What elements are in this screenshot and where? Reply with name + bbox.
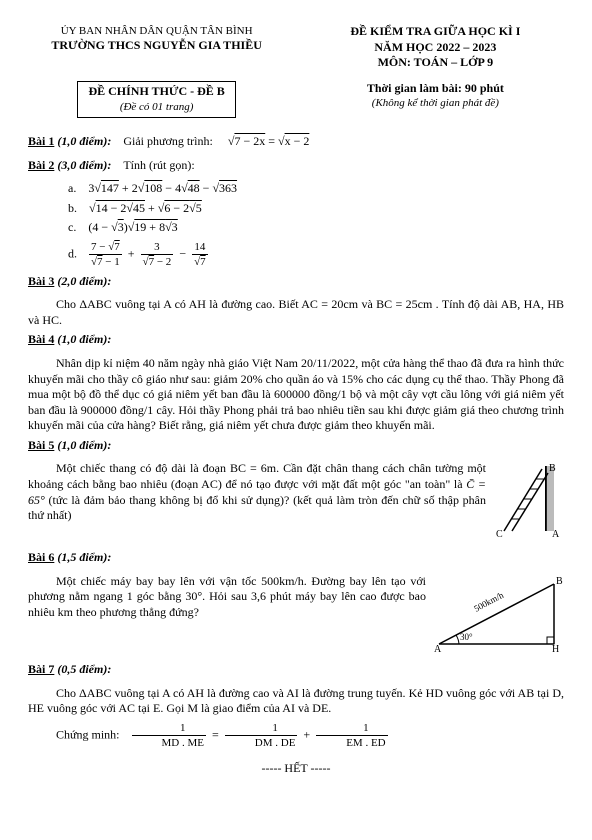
bai1-pts: (1,0 điểm):	[57, 134, 111, 148]
exam-title: ĐỀ KIỂM TRA GIỮA HỌC KÌ I	[307, 24, 564, 40]
tri-h: H	[552, 644, 559, 654]
bai2-d: d. 7 − √7√7 − 1 + 3√7 − 2 − 14√7	[68, 240, 564, 270]
header: ỦY BAN NHÂN DÂN QUẬN TÂN BÌNH TRƯỜNG THC…	[28, 24, 564, 71]
bai7-prove: Chứng minh: 1MD . ME = 1DM . DE + 1EM . …	[28, 721, 564, 751]
bai2-prompt: Tính (rút gọn):	[123, 158, 194, 172]
bai7-text: Cho ΔABC vuông tại A có AH là đường cao …	[28, 686, 564, 717]
bai2-c: c. (4 − √3)√19 + 8√3	[68, 220, 564, 236]
tri-speed: 500km/h	[472, 589, 505, 613]
bai6-label: Bài 6	[28, 550, 54, 564]
bai5-label: Bài 5	[28, 438, 54, 452]
bai1-prompt: Giải phương trình:	[123, 134, 213, 148]
time-block: Thời gian làm bài: 90 phút (Không kể thờ…	[307, 81, 564, 118]
header-right: ĐỀ KIỂM TRA GIỮA HỌC KÌ I NĂM HỌC 2022 –…	[307, 24, 564, 71]
org-line: ỦY BAN NHÂN DÂN QUẬN TÂN BÌNH	[28, 24, 285, 38]
bai5-head: Bài 5 (1,0 điểm):	[28, 438, 564, 454]
bai7-label: Bài 7	[28, 662, 54, 676]
bai3-pts: (2,0 điểm):	[57, 274, 111, 288]
ladder-icon: B A C	[494, 461, 564, 541]
bai2-label: Bài 2	[28, 158, 54, 172]
bai6-text: Một chiếc máy bay bay lên với vận tốc 50…	[28, 574, 426, 621]
bai5-row: Một chiếc thang có độ dài là đoạn BC = 6…	[28, 461, 564, 546]
ladder-label-c: C	[496, 529, 503, 540]
time-line1: Thời gian làm bài: 90 phút	[307, 81, 564, 97]
bai2: Bài 2 (3,0 điểm): Tính (rút gọn):	[28, 158, 564, 174]
bai1: Bài 1 (1,0 điểm): Giải phương trình: √7 …	[28, 134, 564, 150]
bai2-b: b. √14 − 2√45 + √6 − 2√5	[68, 201, 564, 217]
bai5-pts: (1,0 điểm):	[57, 438, 111, 452]
ladder-figure: B A C	[494, 461, 564, 546]
ladder-label-a: A	[552, 529, 560, 540]
bai4-text: Nhân dịp kỉ niệm 40 năm ngày nhà giáo Vi…	[28, 356, 564, 434]
bai3-label: Bài 3	[28, 274, 54, 288]
ladder-label-b: B	[549, 463, 556, 474]
subject-line: MÔN: TOÁN – LỚP 9	[307, 55, 564, 71]
plane-figure: B A H 30° 500km/h	[434, 574, 564, 659]
bai1-eq: √7 − 2x = √x − 2	[228, 134, 310, 148]
bai4-label: Bài 4	[28, 332, 54, 346]
school-line: TRƯỜNG THCS NGUYỄN GIA THIỀU	[28, 38, 285, 54]
bai3-head: Bài 3 (2,0 điểm):	[28, 274, 564, 290]
bai7-head: Bài 7 (0,5 điểm):	[28, 662, 564, 678]
tri-angle: 30°	[460, 632, 473, 642]
bai5-text: Một chiếc thang có độ dài là đoạn BC = 6…	[28, 461, 486, 523]
bai2-a: a. 3√147 + 2√108 − 4√48 − √363	[68, 181, 564, 197]
exam-box-sub: (Đề có 01 trang)	[120, 101, 194, 113]
time-line2: (Không kể thời gian phát đề)	[307, 96, 564, 110]
triangle-icon: B A H 30° 500km/h	[434, 574, 564, 654]
subheader-row: ĐỀ CHÍNH THỨC - ĐỀ B (Đề có 01 trang) Th…	[28, 81, 564, 118]
bai4-pts: (1,0 điểm):	[57, 332, 111, 346]
tri-b: B	[556, 576, 563, 587]
bai7-pts: (0,5 điểm):	[57, 662, 111, 676]
tri-a: A	[434, 644, 442, 654]
header-left: ỦY BAN NHÂN DÂN QUẬN TÂN BÌNH TRƯỜNG THC…	[28, 24, 285, 71]
bai6-row: Một chiếc máy bay bay lên với vận tốc 50…	[28, 574, 564, 659]
bai6-head: Bài 6 (1,5 điểm):	[28, 550, 564, 566]
exam-box-title: ĐỀ CHÍNH THỨC - ĐỀ B	[88, 84, 224, 98]
bai2-pts: (3,0 điểm):	[57, 158, 111, 172]
bai1-label: Bài 1	[28, 134, 54, 148]
exam-box: ĐỀ CHÍNH THỨC - ĐỀ B (Đề có 01 trang)	[77, 81, 235, 118]
bai6-pts: (1,5 điểm):	[57, 550, 111, 564]
bai4-head: Bài 4 (1,0 điểm):	[28, 332, 564, 348]
end-line: ----- HẾT -----	[28, 761, 564, 777]
school-year: NĂM HỌC 2022 – 2023	[307, 40, 564, 56]
bai3-text: Cho ΔABC vuông tại A có AH là đường cao.…	[28, 297, 564, 328]
